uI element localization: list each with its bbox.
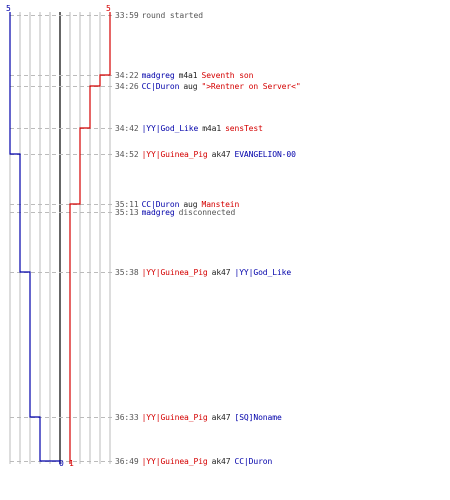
event-time: 34:52 <box>115 150 139 159</box>
event-part: madgreg <box>141 71 175 80</box>
event-part: m4a1 <box>202 124 222 133</box>
event-time: 36:49 <box>115 457 139 466</box>
event-part: ak47 <box>211 150 231 159</box>
event-part: ak47 <box>211 268 231 277</box>
grid-lines <box>9 12 111 464</box>
event-part: madgreg <box>141 208 175 217</box>
event-part: |YY|God_Like <box>234 268 292 277</box>
red-end-score: 1 <box>69 459 74 468</box>
event-part: m4a1 <box>178 71 198 80</box>
event-row: 36:49 |YY|Guinea_Pig ak47 CC|Duron <box>115 457 276 467</box>
event-part: aug <box>183 200 198 209</box>
event-time: 34:26 <box>115 82 139 91</box>
blue-team-alive-line <box>9 12 61 464</box>
event-row: 36:33 |YY|Guinea_Pig ak47 [SQ]Noname <box>115 413 286 423</box>
event-part: CC|Duron <box>234 457 273 466</box>
event-part: EVANGELION-00 <box>234 150 296 159</box>
series-lines <box>9 12 111 464</box>
event-part: Seventh son <box>201 71 254 80</box>
event-time: 35:38 <box>115 268 139 277</box>
blue-start-score: 5 <box>6 4 11 13</box>
event-row: 35:11 CC|Duron aug Manstein <box>115 200 243 210</box>
event-part: ">Rentner on Server<" <box>201 82 301 91</box>
blue-end-score: 0 <box>59 459 64 468</box>
event-time: 33:59 <box>115 11 139 20</box>
event-part: |YY|Guinea_Pig <box>141 150 208 159</box>
event-part: ak47 <box>211 457 231 466</box>
event-time: 35:13 <box>115 208 139 217</box>
event-time: 36:33 <box>115 413 139 422</box>
event-part: |YY|Guinea_Pig <box>141 457 208 466</box>
event-part: sensTest <box>225 124 263 133</box>
event-part: CC|Duron <box>141 82 180 91</box>
event-part: |YY|Guinea_Pig <box>141 413 208 422</box>
event-row: 34:42 |YY|God_Like m4a1 sensTest <box>115 124 267 134</box>
event-part: ak47 <box>211 413 231 422</box>
event-row: 35:38 |YY|Guinea_Pig ak47 |YY|God_Like <box>115 268 295 278</box>
event-part: aug <box>183 82 198 91</box>
event-row: 34:26 CC|Duron aug ">Rentner on Server<" <box>115 82 305 92</box>
event-row: 33:59 round started <box>115 11 207 21</box>
event-part: Manstein <box>201 200 240 209</box>
event-part: |YY|Guinea_Pig <box>141 268 208 277</box>
event-time: 34:42 <box>115 124 139 133</box>
event-time: 35:11 <box>115 200 139 209</box>
event-part: CC|Duron <box>141 200 180 209</box>
event-row: 35:13 madgreg disconnected <box>115 208 239 218</box>
event-row: 34:22 madgreg m4a1 Seventh son <box>115 71 257 81</box>
event-part: disconnected <box>178 208 236 217</box>
red-team-alive-line <box>69 12 111 464</box>
red-start-score: 5 <box>106 4 111 13</box>
event-row: 34:52 |YY|Guinea_Pig ak47 EVANGELION-00 <box>115 150 300 160</box>
event-part: |YY|God_Like <box>141 124 199 133</box>
event-part: round started <box>141 11 203 20</box>
event-part: [SQ]Noname <box>234 413 282 422</box>
event-guides <box>10 15 114 462</box>
event-time: 34:22 <box>115 71 139 80</box>
